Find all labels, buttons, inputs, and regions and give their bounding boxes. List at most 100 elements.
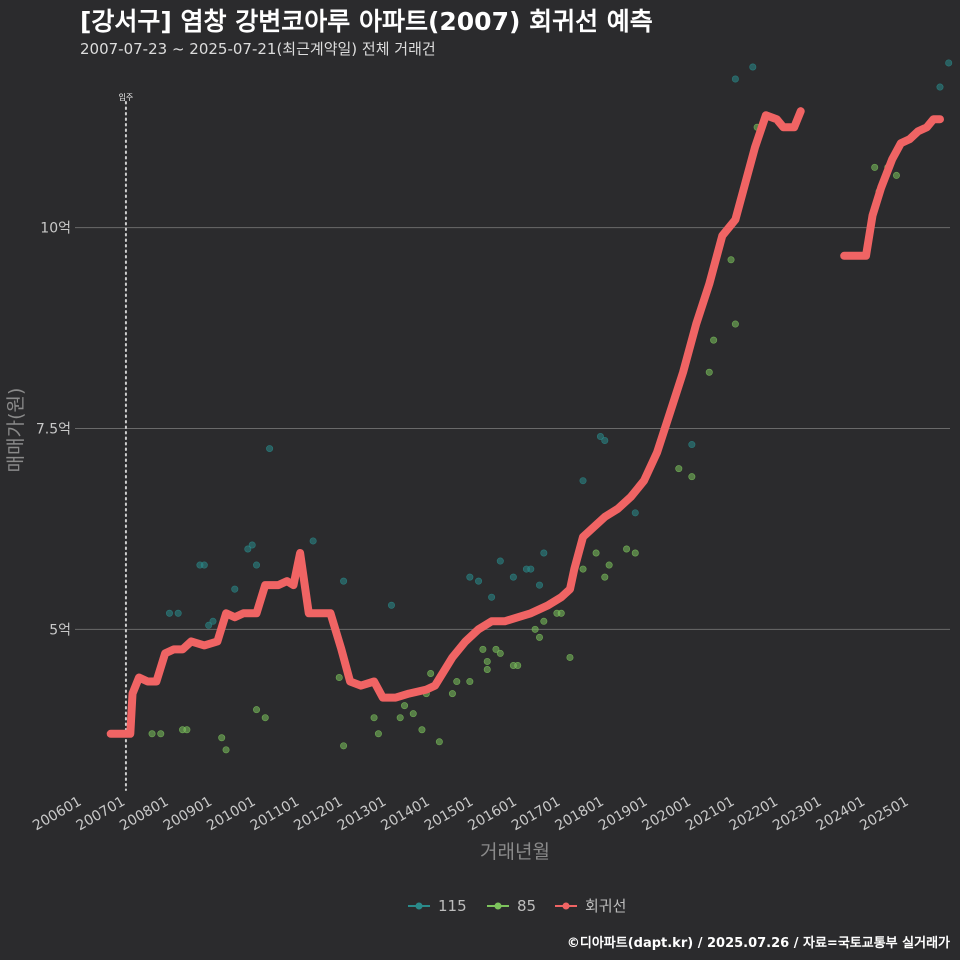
regression-line-segment	[840, 115, 944, 260]
legend-label: 85	[517, 897, 536, 915]
data-point-115	[209, 617, 217, 625]
data-point-85	[148, 730, 156, 738]
regression-line-layer	[106, 107, 944, 738]
x-tick-label: 202501	[857, 794, 911, 835]
legend-key-dot	[415, 902, 423, 910]
data-point-85	[601, 573, 609, 581]
chart-subtitle: 2007-07-23 ~ 2025-07-21(최근계약일) 전체 거래건	[80, 40, 436, 58]
x-tick-label: 201201	[291, 794, 345, 835]
legend: 115 85 회귀선	[408, 897, 626, 915]
data-point-85	[631, 549, 639, 557]
source-caption: ©디아파트(dapt.kr) / 2025.07.26 / 자료=국토교통부 실…	[567, 935, 950, 951]
legend-key-dot	[494, 902, 502, 910]
data-point-85	[396, 714, 404, 722]
data-point-85	[370, 714, 378, 722]
x-tick-label: 201501	[422, 794, 476, 835]
x-tick-label: 200701	[74, 794, 128, 835]
data-point-85	[688, 473, 696, 481]
data-point-115	[496, 557, 504, 565]
data-point-85	[675, 465, 683, 473]
data-point-85	[531, 625, 539, 633]
x-tick-label: 201301	[335, 794, 389, 835]
data-point-115	[749, 63, 757, 71]
x-tick-label: 201801	[552, 794, 606, 835]
x-tick-label: 202101	[683, 794, 737, 835]
x-tick-label: 200601	[30, 794, 84, 835]
x-tick-label: 200801	[117, 794, 171, 835]
data-point-85	[871, 163, 879, 171]
x-tick-label: 202001	[640, 794, 694, 835]
data-point-85	[479, 645, 487, 653]
data-point-115	[266, 445, 274, 453]
data-point-115	[936, 83, 944, 91]
data-point-85	[374, 730, 382, 738]
data-point-85	[435, 738, 443, 746]
data-point-115	[535, 581, 543, 589]
data-point-115	[340, 577, 348, 585]
data-point-85	[483, 657, 491, 665]
data-point-85	[557, 609, 565, 617]
data-point-115	[466, 573, 474, 581]
data-point-115	[945, 59, 953, 67]
x-axis-title: 거래년월	[480, 841, 550, 863]
data-point-115	[248, 541, 256, 549]
data-point-115	[387, 601, 395, 609]
data-point-85	[466, 678, 474, 686]
legend-label: 회귀선	[585, 897, 626, 915]
data-point-85	[710, 336, 718, 344]
annotation-layer: 입주	[119, 93, 134, 791]
data-point-85	[892, 171, 900, 179]
legend-key-dot	[562, 902, 570, 910]
x-tick-label: 200901	[161, 794, 215, 835]
data-point-115	[579, 477, 587, 485]
data-point-85	[514, 661, 522, 669]
grid-lines	[75, 227, 950, 630]
data-point-115	[309, 537, 317, 545]
y-tick-label: 7.5억	[36, 421, 71, 437]
data-point-115	[601, 437, 609, 445]
data-point-115	[509, 573, 517, 581]
data-point-85	[453, 678, 461, 686]
data-point-85	[253, 706, 261, 714]
x-tick-label: 201101	[248, 794, 302, 835]
data-point-85	[427, 670, 435, 678]
data-point-115	[475, 577, 483, 585]
legend-label: 115	[438, 897, 467, 915]
data-point-85	[579, 565, 587, 573]
data-point-85	[727, 256, 735, 264]
data-point-85	[540, 617, 548, 625]
data-point-85	[401, 702, 409, 710]
data-point-85	[418, 726, 426, 734]
data-point-115	[253, 561, 261, 569]
x-tick-label: 202401	[814, 794, 868, 835]
data-point-115	[540, 549, 548, 557]
data-point-85	[335, 674, 343, 682]
move-in-label: 입주	[119, 93, 134, 102]
data-point-85	[409, 710, 417, 718]
x-tick-label: 201601	[465, 794, 519, 835]
data-point-85	[592, 549, 600, 557]
data-point-85	[623, 545, 631, 553]
data-point-85	[605, 561, 613, 569]
data-point-115	[527, 565, 535, 573]
x-axis-tick-labels: 2006012007012008012009012010012011012012…	[30, 794, 911, 835]
regression-line-segment	[106, 107, 805, 738]
data-point-115	[688, 441, 696, 449]
data-point-85	[566, 653, 574, 661]
data-point-85	[340, 742, 348, 750]
data-point-85	[483, 665, 491, 673]
data-point-115	[165, 609, 173, 617]
data-point-85	[705, 368, 713, 376]
x-tick-label: 202201	[727, 794, 781, 835]
data-point-115	[231, 585, 239, 593]
data-point-85	[218, 734, 226, 742]
data-point-115	[205, 621, 213, 629]
data-point-85	[261, 714, 269, 722]
x-tick-label: 201701	[509, 794, 563, 835]
data-point-85	[492, 645, 500, 653]
y-tick-label: 5억	[49, 622, 71, 638]
data-point-85	[535, 633, 543, 641]
data-point-115	[244, 545, 252, 553]
data-point-85	[183, 726, 191, 734]
